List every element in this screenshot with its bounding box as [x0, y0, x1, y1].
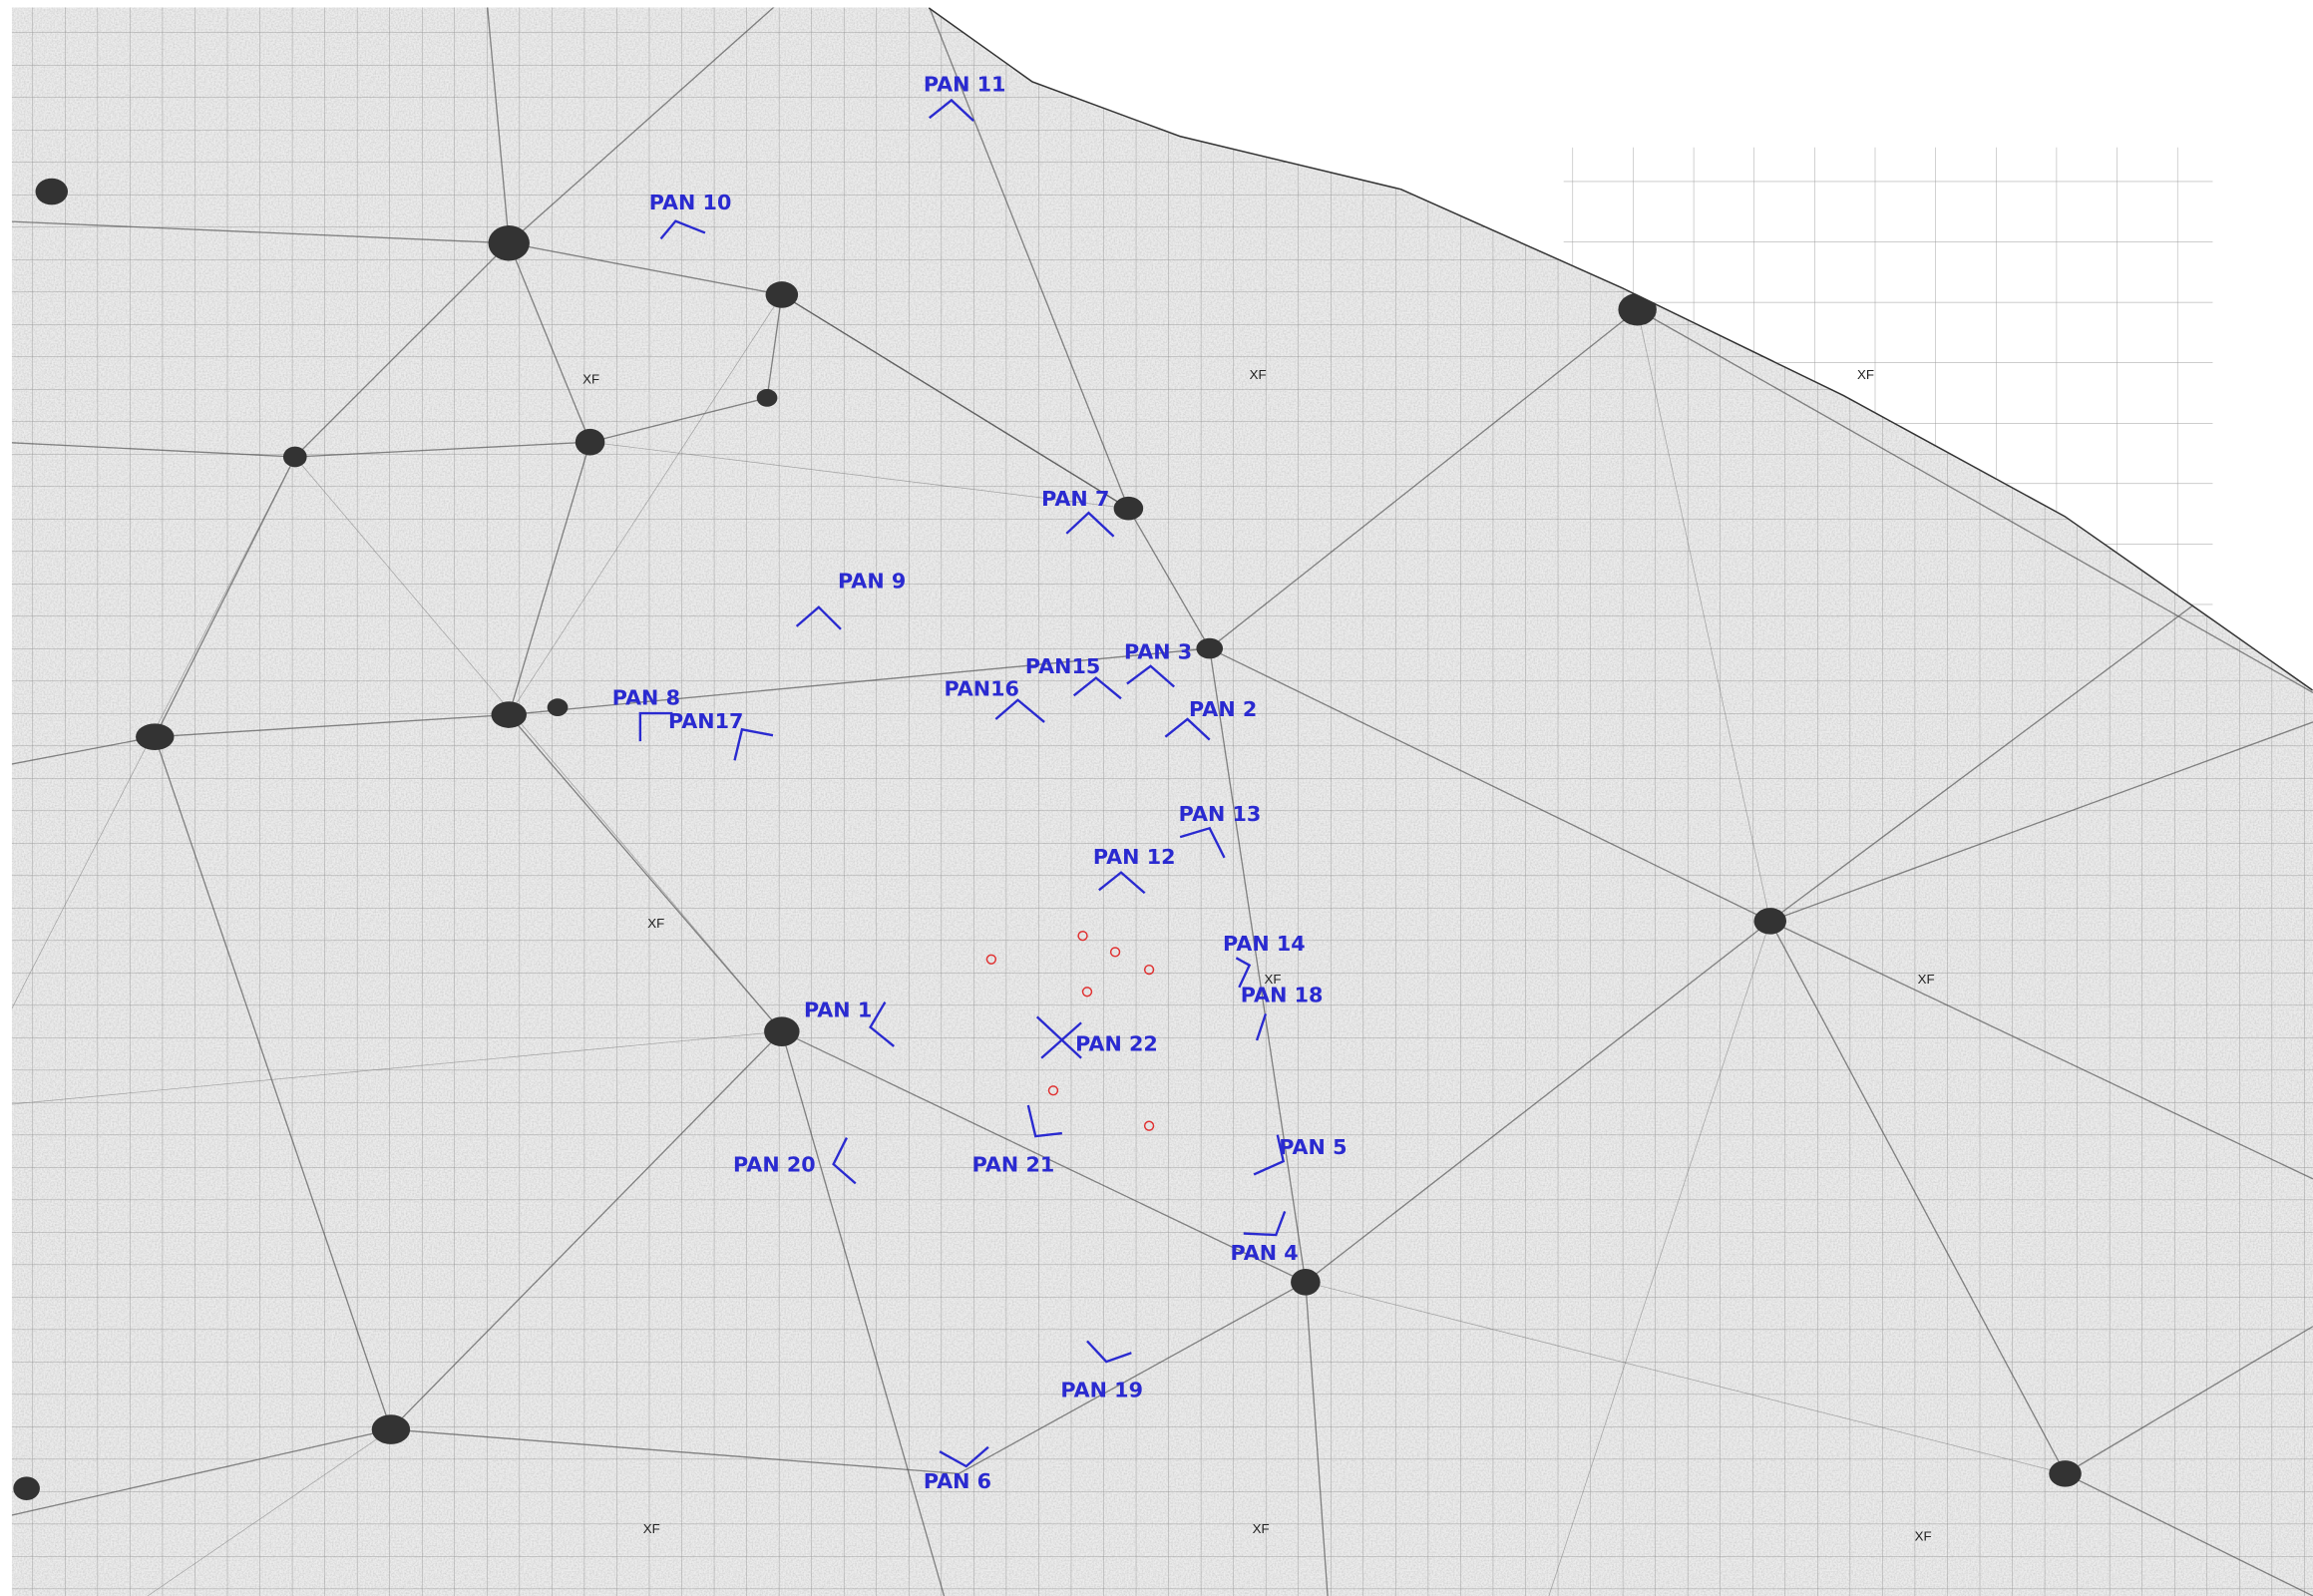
- map: XF XF XF XF XF XF XF XF XF PAN 11: [0, 0, 2313, 1596]
- sheet-label: XF: [1253, 1521, 1270, 1536]
- viewpoint-label: PAN 12: [1093, 845, 1176, 869]
- viewpoint-label: PAN 11: [924, 73, 1006, 97]
- viewpoint-label: PAN 20: [733, 1153, 816, 1177]
- viewpoint-label: PAN 9: [838, 570, 906, 594]
- page: {"map": { "viewpoint_labels": ["PAN 11",…: [0, 0, 2313, 1596]
- sheet-label: XF: [1250, 367, 1267, 382]
- viewpoint-label: PAN17: [668, 709, 743, 733]
- viewpoint-label: PAN 13: [1179, 802, 1262, 826]
- viewpoint-label: PAN 3: [1124, 639, 1192, 663]
- sheet-label: XF: [647, 916, 664, 931]
- viewpoint-label: PAN16: [945, 676, 1019, 700]
- viewpoint-label: PAN15: [1025, 654, 1100, 678]
- viewpoint-label: PAN 2: [1189, 697, 1257, 721]
- sheet-label: XF: [582, 372, 599, 387]
- sheet-label: XF: [1857, 367, 1874, 382]
- viewpoint-label: PAN 7: [1041, 487, 1109, 511]
- sheet-label: XF: [643, 1521, 660, 1536]
- viewpoint-label: PAN 21: [972, 1153, 1055, 1177]
- viewpoint-label: PAN 4: [1230, 1241, 1298, 1265]
- viewpoint-label: PAN 1: [804, 998, 872, 1021]
- viewpoint-label: PAN 19: [1060, 1379, 1143, 1402]
- sheet-label: XF: [1915, 1528, 1932, 1543]
- viewpoint-label: PAN 14: [1223, 932, 1306, 956]
- viewpoint-label: PAN 8: [612, 685, 680, 709]
- viewpoint-label: PAN 10: [649, 191, 732, 214]
- viewpoint-label: PAN 6: [924, 1469, 991, 1493]
- sheet-label: XF: [1918, 972, 1935, 987]
- viewpoint-label: PAN 22: [1075, 1031, 1158, 1055]
- viewpoint-label: PAN 18: [1241, 984, 1324, 1007]
- viewpoint-label: PAN 5: [1279, 1135, 1347, 1159]
